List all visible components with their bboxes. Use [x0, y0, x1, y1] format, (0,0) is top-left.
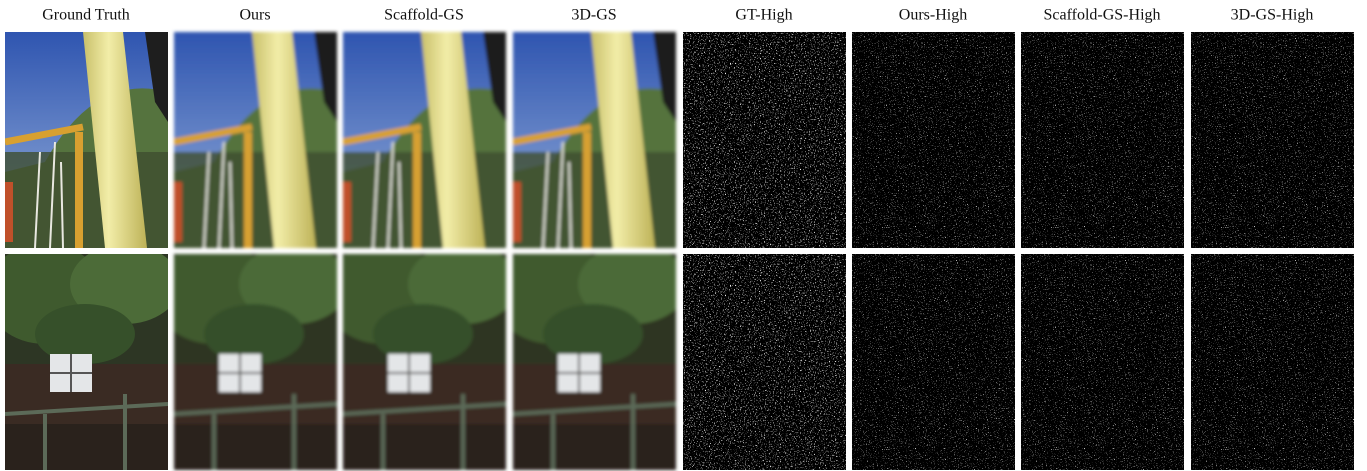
column-title: Scaffold-GS: [384, 7, 464, 24]
column-title: 3D-GS-High: [1231, 7, 1314, 24]
image: [1191, 32, 1354, 248]
column-title: GT-High: [735, 7, 792, 24]
image: [513, 254, 676, 470]
image: [852, 32, 1015, 248]
column-title: Ground Truth: [42, 7, 130, 24]
image: [683, 254, 846, 470]
image: [174, 254, 337, 470]
image: [343, 32, 506, 248]
image: [852, 254, 1015, 470]
image: [174, 32, 337, 248]
image: [343, 254, 506, 470]
image: [1021, 254, 1184, 470]
image: [1191, 254, 1354, 470]
image: [5, 254, 168, 470]
image: [5, 32, 168, 248]
image: [513, 32, 676, 248]
column-title: Scaffold-GS-High: [1043, 7, 1160, 24]
column-title: 3D-GS: [571, 7, 616, 24]
column-title: Ours: [239, 7, 270, 24]
image: [1021, 32, 1184, 248]
column-title: Ours-High: [899, 7, 967, 24]
image: [683, 32, 846, 248]
